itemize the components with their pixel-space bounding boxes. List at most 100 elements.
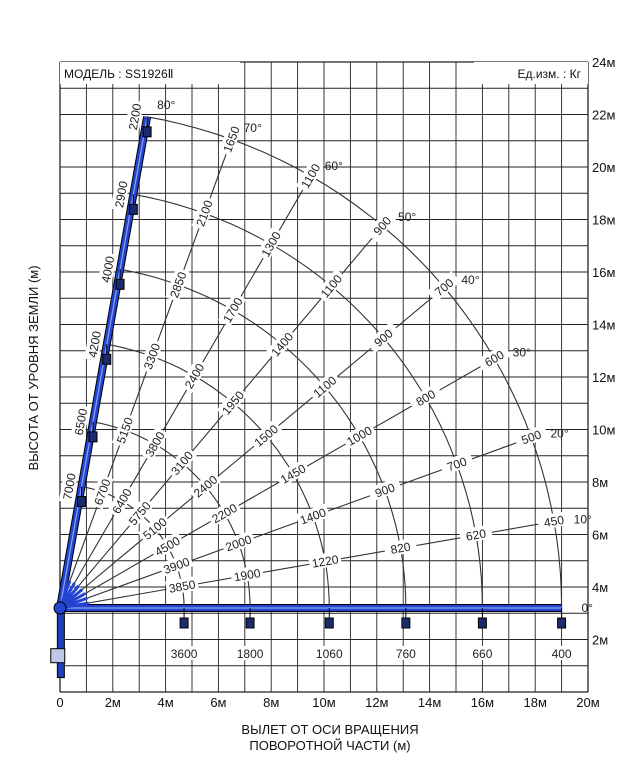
units-note: Ед.изм. : Кг	[518, 67, 582, 81]
y-tick-label: 16м	[592, 265, 615, 280]
chart-title: МОДЕЛЬ : SS1926Ⅱ	[64, 67, 174, 81]
angle-label: 70°	[244, 121, 262, 135]
load-label-bg	[439, 451, 475, 476]
x-tick-label: 16м	[471, 695, 494, 710]
angle-label: 50°	[398, 210, 416, 224]
load-label-bg	[426, 270, 461, 303]
crane-mast	[56, 607, 65, 679]
x-tick-label: 10м	[312, 695, 335, 710]
hook-block	[102, 353, 112, 365]
hook-block	[128, 203, 138, 215]
load-label-bg	[341, 421, 377, 450]
y-tick-label: 4м	[592, 580, 608, 595]
title-bg	[60, 62, 240, 84]
x-tick-label: 8м	[263, 695, 279, 710]
load-label: 3850	[168, 577, 197, 595]
load-label: 450	[543, 513, 565, 530]
load-label-bg	[265, 327, 298, 361]
load-label: 6500	[72, 407, 90, 436]
load-label-bg	[256, 226, 285, 262]
load-label: 2900	[112, 180, 130, 209]
x-tick-label: 12м	[365, 695, 388, 710]
load-label: 700	[445, 454, 469, 474]
load-label: 500	[520, 427, 544, 447]
angle-label: 10°	[574, 512, 592, 526]
load-label: 4200	[86, 330, 104, 359]
angle-label: 40°	[461, 273, 479, 287]
hook-block	[77, 495, 87, 507]
y-tick-label: 14м	[592, 318, 615, 333]
load-label-bg	[295, 503, 331, 528]
load-label-bg	[165, 575, 199, 596]
load-label: 2200	[126, 102, 144, 131]
load-label-bg	[110, 177, 131, 212]
y-tick-label: 24м	[592, 55, 615, 70]
angle-label: 80°	[157, 98, 175, 112]
angle-label: 0°	[581, 601, 593, 615]
x-tick-label: 2м	[105, 695, 121, 710]
load-label-bg	[545, 646, 578, 660]
angle-label: 20°	[551, 426, 569, 440]
load-label-bg	[366, 208, 398, 243]
hook-block	[324, 617, 334, 629]
x-tick-label: 20м	[576, 695, 599, 710]
load-label-bg	[70, 404, 90, 439]
angle-label: 30°	[513, 346, 531, 360]
load-label-bg	[165, 267, 190, 302]
x-axis-title-line1: ВЫЛЕТ ОТ ОСИ ВРАЩЕНИЯ	[241, 722, 418, 737]
load-label-bg	[366, 321, 400, 353]
load-label: 760	[396, 647, 416, 661]
load-label-bg	[383, 537, 418, 557]
x-tick-label: 18м	[523, 695, 546, 710]
load-label-bg	[206, 498, 242, 527]
x-tick-label: 4м	[158, 695, 174, 710]
x-tick-label: 6м	[210, 695, 226, 710]
y-tick-label: 18м	[592, 213, 615, 228]
crane-booms	[50, 116, 567, 679]
load-label: 1900	[233, 566, 262, 584]
hook-block	[557, 617, 567, 629]
load-label: 1220	[311, 552, 340, 570]
load-label-bg	[158, 552, 194, 577]
y-tick-label: 22м	[592, 108, 615, 123]
hook-block	[477, 617, 487, 629]
load-label-bg	[308, 550, 342, 571]
angle-label: 60°	[325, 159, 343, 173]
boom-pivot	[53, 601, 67, 615]
load-label: 900	[373, 480, 397, 500]
load-label-bg	[218, 121, 243, 157]
load-label-bg	[234, 646, 267, 660]
load-label-bg	[84, 327, 104, 362]
load-label-bg	[315, 268, 347, 303]
hook-block	[179, 617, 189, 629]
y-tick-label: 8м	[592, 475, 608, 490]
y-tick-label: 6м	[592, 528, 608, 543]
load-label-bg	[124, 99, 144, 134]
hook-block	[142, 126, 152, 138]
load-label: 3600	[171, 647, 198, 661]
load-label-bg	[112, 412, 137, 448]
load-label: 1800	[237, 647, 264, 661]
crane-hook-block	[50, 648, 66, 664]
load-label-bg	[58, 469, 79, 504]
axis-ticks: 0 2м 4м 6м 8м 10м 12м 14м 16м 18м 20м 2м 4м 6м 8м 10м 12…	[56, 55, 615, 710]
load-label-bg	[458, 524, 493, 544]
hook-block	[401, 617, 411, 629]
load-label-bg	[476, 343, 512, 372]
x-tick-label: 14м	[418, 695, 441, 710]
load-label-bg	[191, 195, 216, 231]
load-label-bg	[149, 531, 185, 560]
load-label-bg	[407, 383, 443, 412]
load-label-bg	[313, 646, 346, 660]
load-label-bg	[137, 512, 172, 544]
load-label-bg	[389, 646, 422, 660]
load-label-bg	[217, 292, 247, 328]
x-tick-label: 0	[56, 695, 63, 710]
load-label: 7000	[60, 472, 78, 501]
hook-block	[88, 431, 98, 443]
load-label: 620	[465, 526, 487, 543]
load-label-bg	[307, 370, 342, 402]
load-label-bg	[230, 564, 264, 584]
load-label: 820	[390, 540, 412, 557]
